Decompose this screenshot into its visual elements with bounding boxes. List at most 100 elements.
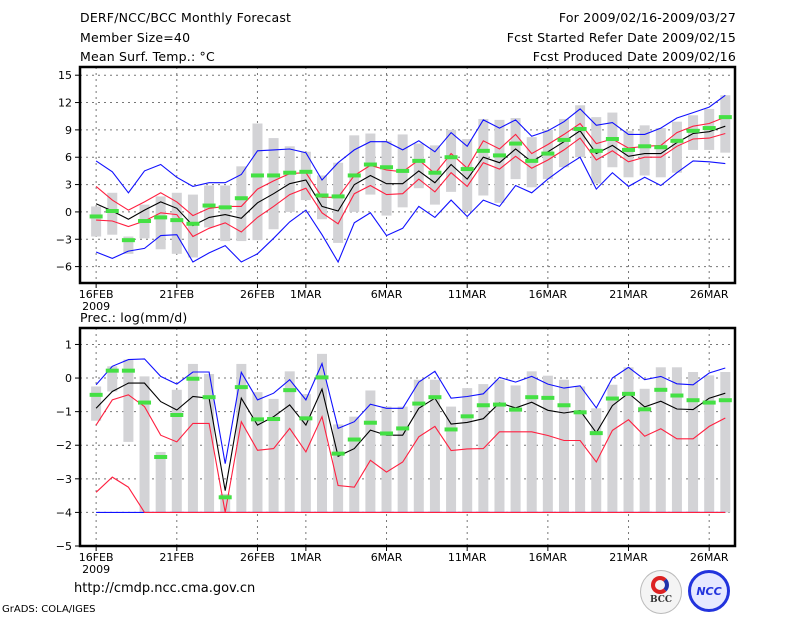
series-line-red-upper — [95, 394, 726, 513]
ensemble-range-box — [381, 406, 392, 513]
y-tick-label: −3 — [56, 233, 72, 246]
median-marker — [105, 209, 119, 213]
median-marker — [622, 147, 636, 152]
median-marker — [89, 392, 103, 397]
ensemble-range-box — [236, 363, 247, 513]
ensemble-range-box — [268, 138, 279, 230]
ensemble-range-box — [671, 121, 682, 173]
ensemble-range-box — [510, 385, 521, 513]
ensemble-range-box — [639, 125, 650, 176]
y-tick-label: 9 — [65, 124, 72, 137]
ensemble-range-box — [381, 140, 392, 216]
plot-frame — [78, 65, 737, 285]
median-marker — [686, 128, 700, 133]
x-tick-label: 6MAR — [371, 288, 403, 301]
x-tick-label: 11MAR — [448, 551, 487, 564]
median-marker — [654, 145, 668, 150]
median-marker — [154, 454, 168, 459]
median-marker — [509, 141, 523, 146]
ensemble-range-box — [655, 128, 666, 178]
median-marker — [218, 205, 232, 210]
median-marker — [347, 173, 361, 178]
median-marker — [315, 375, 329, 380]
variable-label: Mean Surf. Temp.: °C — [80, 49, 215, 64]
median-marker — [331, 194, 345, 199]
median-marker — [170, 412, 184, 417]
x-tick-label: 26MAR — [690, 551, 729, 564]
median-marker — [283, 388, 297, 393]
median-marker — [492, 153, 506, 158]
y-tick-label: 0 — [65, 206, 72, 219]
x-tick-label: 11MAR — [448, 288, 487, 301]
median-marker — [444, 155, 458, 160]
median-marker — [541, 151, 555, 156]
ensemble-range-box — [268, 398, 279, 513]
y-tick-label: −2 — [56, 439, 72, 452]
ensemble-range-box — [446, 129, 457, 192]
x-tick-label: 26FEB — [240, 551, 275, 564]
y-tick-label: −4 — [56, 506, 72, 519]
ensemble-range-box — [171, 389, 182, 513]
ensemble-range-box — [623, 367, 634, 513]
x-tick-label: 21MAR — [609, 551, 648, 564]
median-marker — [702, 126, 716, 131]
median-marker — [105, 368, 119, 373]
y-tick-label: 3 — [65, 179, 72, 192]
median-marker — [218, 495, 232, 500]
median-marker — [589, 148, 603, 153]
produced-date: Fcst Produced Date 2009/02/16 — [532, 49, 736, 64]
median-marker — [525, 395, 539, 400]
ensemble-range-box — [429, 379, 440, 513]
median-marker — [541, 395, 555, 400]
x-tick-year-label: 2009 — [82, 300, 110, 313]
median-marker — [154, 215, 168, 220]
bcc-logo: BCC — [640, 570, 682, 614]
ensemble-range-box — [607, 384, 618, 513]
median-marker — [476, 148, 490, 153]
median-marker — [444, 427, 458, 432]
median-marker — [202, 203, 216, 208]
ensemble-range-box — [494, 379, 505, 513]
median-marker — [331, 451, 345, 456]
median-marker — [250, 173, 264, 178]
median-marker — [638, 407, 652, 412]
x-tick-label: 16FEB — [79, 288, 114, 301]
ensemble-range-box — [300, 394, 311, 513]
median-marker — [718, 115, 732, 120]
ensemble-range-box — [671, 367, 682, 513]
x-tick-label: 16FEB — [79, 551, 114, 564]
ensemble-range-box — [704, 375, 715, 513]
x-tick-label: 16MAR — [529, 551, 568, 564]
median-marker — [589, 431, 603, 436]
ensemble-range-box — [591, 408, 602, 513]
ensemble-range-box — [558, 379, 569, 513]
x-tick-label: 1MAR — [290, 288, 322, 301]
ensemble-range-box — [91, 206, 102, 237]
ensemble-range-box — [542, 375, 553, 513]
y-tick-label: 0 — [65, 372, 72, 385]
median-marker — [299, 416, 313, 421]
source-url[interactable]: http://cmdp.ncc.cma.gov.cn — [74, 581, 256, 596]
median-marker — [170, 218, 184, 223]
ensemble-range-box — [639, 388, 650, 513]
x-tick-label: 6MAR — [371, 551, 403, 564]
ensemble-range-box — [349, 416, 360, 513]
ensemble-range-box — [397, 406, 408, 513]
median-marker — [525, 158, 539, 163]
ensemble-range-box — [720, 95, 731, 153]
x-tick-label: 21MAR — [609, 288, 648, 301]
y-tick-label: −5 — [56, 540, 72, 553]
median-marker — [347, 437, 361, 442]
median-marker — [138, 400, 152, 405]
ensemble-range-box — [623, 130, 634, 178]
y-tick-label: −6 — [56, 261, 72, 274]
x-tick-label: 16MAR — [529, 288, 568, 301]
x-tick-label: 21FEB — [159, 288, 194, 301]
median-marker — [573, 126, 587, 131]
x-tick-label: 21FEB — [159, 551, 194, 564]
forecast-period: For 2009/02/16-2009/03/27 — [558, 10, 736, 25]
median-marker — [412, 158, 426, 163]
median-marker — [380, 165, 394, 170]
